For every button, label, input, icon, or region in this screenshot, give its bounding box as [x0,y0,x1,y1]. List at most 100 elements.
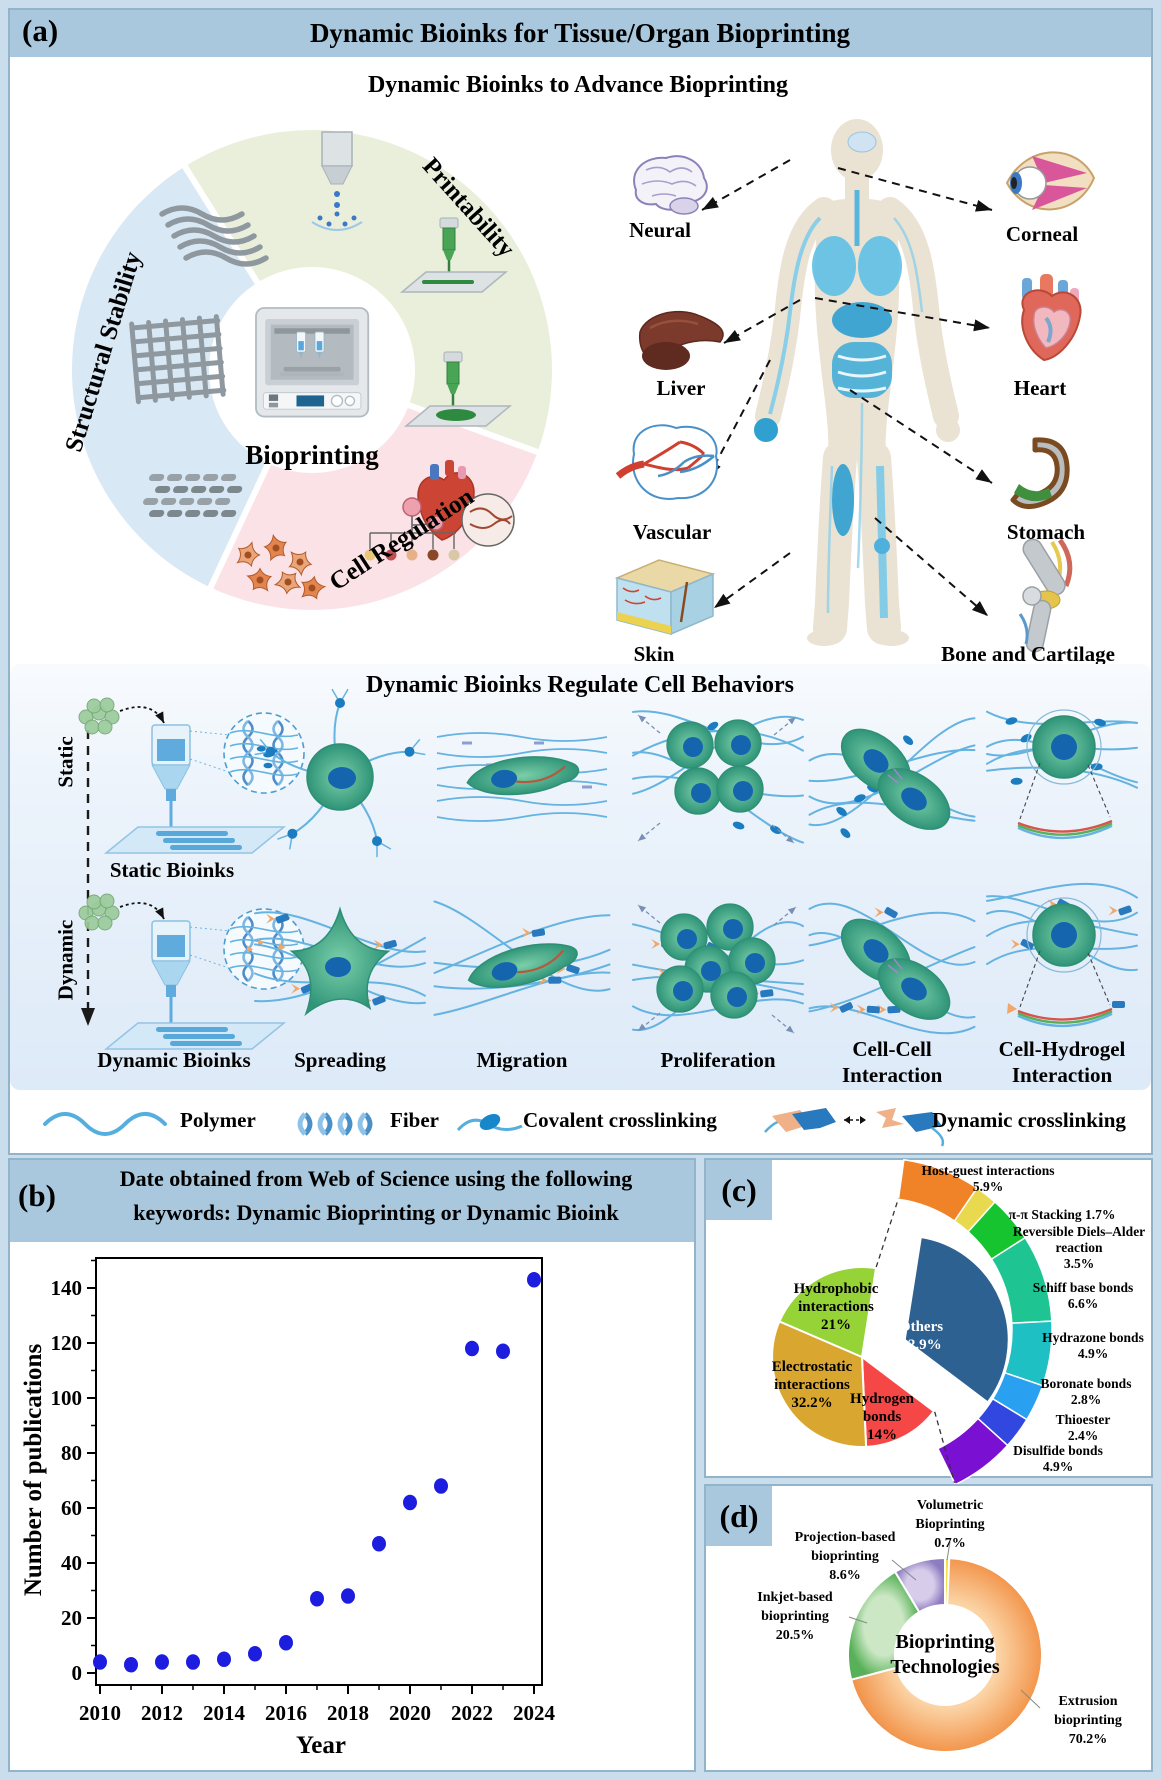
proliferation-scene [632,903,804,1034]
scatter-points [93,1271,541,1673]
pie-label-hydrazone: Hydrazone bonds 4.9% [1042,1330,1144,1361]
svg-text:2010: 2010 [79,1701,121,1725]
static-bioink-illustration [78,697,305,854]
pie-label-hydrogen: Hydrogen bonds 14% [850,1391,914,1443]
cell-behaviors-band [10,664,1151,1090]
axes-ticks: 0 20 40 60 80 100 120 140 2010 2012 2014 2016 2018 20… [51,1259,556,1725]
svg-text:2022: 2022 [451,1701,493,1725]
migration-scene [436,732,608,822]
organ-label-stomach: Stomach [1006,520,1086,544]
data-point [279,1634,293,1651]
svg-text:20: 20 [61,1606,82,1630]
data-point [310,1590,324,1607]
organ-label-corneal: Corneal [1005,222,1079,246]
data-point [186,1654,200,1670]
svg-text:60: 60 [61,1496,82,1520]
vascular-icon [615,424,719,500]
pie-label-others: Others 32.9% [898,1319,944,1353]
internal-organs [754,131,924,619]
legend-label-dynamic: Dynamic crosslinking [932,1108,1126,1132]
legend-label-fiber: Fiber [390,1108,439,1132]
organ-label-neural: Neural [629,218,691,242]
bioprinting-wheel-diagram [66,124,558,616]
cell-lineage-icon [364,497,460,561]
column-label-spreading: Spreading [294,1048,386,1072]
pie-label-electrostatic: Electrostatic interactions 32.2% [771,1359,853,1411]
breakout-segment-7 [936,1417,1009,1486]
callout-arrow [814,297,991,332]
pie-slice-1 [860,1354,936,1448]
data-point [155,1654,169,1670]
panel-a-header [10,10,1151,57]
data-point [465,1340,479,1357]
column-label-migration: Migration [476,1048,568,1072]
data-point [341,1588,355,1604]
static-bioinks-label: Static Bioinks [109,858,235,882]
covalent-crosslink-glyph [456,1113,523,1132]
fiber-glyph [297,1112,373,1136]
svg-text:0: 0 [72,1661,83,1685]
panel-b-header [10,1160,694,1242]
wheel-center-label: Bioprinting [245,440,379,470]
legend-strip [43,1108,945,1147]
grid-mesh-icon [129,314,227,405]
down-arrow-icon [81,1008,95,1026]
leader-line [848,1616,868,1624]
organ-label-heart: Heart [1013,376,1067,400]
donut-center-label: Bioprinting Technologies [890,1631,1000,1678]
spreading-scene [254,688,426,858]
pie-label-diels-alder: Reversible Diels–Alder reaction 3.5% [1012,1224,1146,1271]
svg-text:80: 80 [61,1441,82,1465]
pie-label-thioester: Thioester 2.4% [1055,1412,1111,1443]
pie-label-pi-stacking: π-π Stacking 1.7% [1008,1207,1116,1222]
cell-behavior-scenes [78,688,1138,1050]
callout-arrow [849,389,993,484]
bone-cartilage-icon [1018,538,1073,653]
column-label-cell-hydrogel: Cell-Hydrogel Interaction [998,1037,1126,1087]
organ-label-bone-cartilage: Bone and Cartilage [941,642,1115,666]
svg-text:2016: 2016 [265,1701,307,1725]
leader-line [891,1559,917,1581]
cell-hydrogel-scene [986,709,1138,840]
svg-text:40: 40 [61,1551,82,1575]
panel-b-title-line1: Date obtained from Web of Science using … [119,1166,633,1191]
donut-label-volumetric: Volumetric Bioprinting 0.7% [915,1498,985,1551]
extruder-icon [399,217,509,293]
migration-scene [433,900,611,1016]
data-point [372,1535,386,1552]
behaviors-section-title: Dynamic Bioinks Regulate Cell Behaviors [365,672,795,698]
figure-tag-d: (d) [706,1486,772,1546]
panel-b-title-line2: keywords: Dynamic Bioprinting or Dynamic… [133,1200,619,1225]
pie-label-host-guest: Host-guest interactions 5.9% [921,1163,1055,1194]
legend-label-polymer: Polymer [180,1108,256,1132]
column-label-cell-cell: Cell-Cell Interaction [842,1037,943,1087]
column-label-proliferation: Proliferation [660,1048,776,1072]
skin-icon [614,559,716,636]
data-point [527,1271,541,1288]
y-axis-title: Number of publications [20,1343,47,1597]
data-point [434,1478,448,1494]
data-point [403,1494,417,1511]
pie-slice-3 [778,1266,878,1359]
human-body-diagram [614,119,1096,653]
brain-icon [633,155,708,215]
svg-text:2014: 2014 [203,1701,246,1725]
figure-tag-c: (c) [706,1160,772,1220]
spreading-scene [254,906,426,1017]
organ-label-liver: Liver [656,376,706,400]
svg-text:2018: 2018 [327,1701,369,1725]
callout-arrow [701,159,791,211]
polymer-glyph [43,1112,167,1136]
organ-label-vascular: Vascular [632,520,712,544]
svg-text:2020: 2020 [389,1701,431,1725]
callout-arrow [837,167,993,212]
cell-cell-scene [808,717,976,838]
data-point [217,1651,231,1668]
pie-label-hydrophobic: Hydrophobic interactions 21% [793,1281,879,1333]
publications-scatter-plot: 0 20 40 60 80 100 120 140 2010 2012 2014 2016 2018 20… [51,1257,556,1725]
callout-arrow [723,299,801,344]
figure-tag-b: (b) [18,1178,56,1213]
liver-icon [638,310,724,370]
plot-frame [95,1257,543,1686]
leader-line [946,1541,951,1561]
